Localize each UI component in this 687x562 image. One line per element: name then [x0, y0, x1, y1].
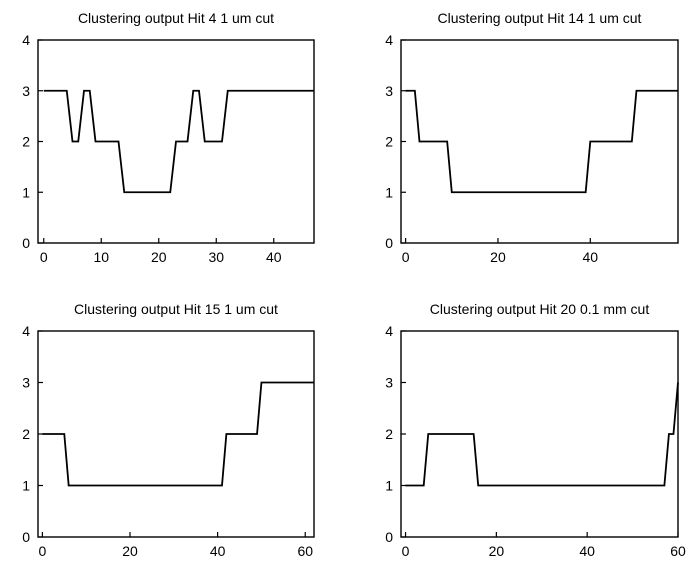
y-tick-label: 0	[22, 235, 30, 251]
x-tick-label: 40	[266, 249, 282, 265]
chart-title: Clustering output Hit 20 0.1 mm cut	[430, 301, 650, 317]
y-tick-label: 1	[22, 478, 30, 494]
y-tick-label: 4	[22, 323, 30, 339]
chart-panel-4: Clustering output Hit 20 0.1 mm cut 0 1 2 3 4…	[385, 301, 686, 559]
series-line-1	[43, 89, 314, 194]
y-tick-label: 3	[385, 375, 393, 391]
x-tick-label: 40	[579, 543, 595, 559]
chart-title: Clustering output Hit 15 1 um cut	[74, 301, 278, 317]
plot-frame	[37, 330, 315, 538]
y-tick-label: 0	[385, 529, 393, 545]
y-tick-label: 3	[22, 375, 30, 391]
y-tick-label: 1	[22, 184, 30, 200]
x-tick-label: 20	[122, 543, 138, 559]
y-tick-label: 0	[22, 529, 30, 545]
x-tick-label: 20	[151, 249, 167, 265]
y-tick-label: 2	[22, 426, 30, 442]
series-line-1	[405, 89, 678, 194]
x-tick-label: 20	[489, 543, 505, 559]
x-tick-label: 0	[402, 543, 410, 559]
series-line-1	[42, 381, 314, 487]
x-tick-label: 0	[38, 543, 46, 559]
y-tick-label: 4	[385, 323, 393, 339]
x-tick-label: 0	[40, 249, 48, 265]
x-tick-label: 20	[490, 249, 506, 265]
y-tick-label: 1	[385, 478, 393, 494]
y-tick-label: 4	[22, 32, 30, 48]
y-tick-label: 2	[385, 134, 393, 150]
chart-title: Clustering output Hit 14 1 um cut	[438, 10, 642, 26]
x-tick-label: 10	[93, 249, 109, 265]
y-tick-label: 2	[22, 134, 30, 150]
chart-title: Clustering output Hit 4 1 um cut	[78, 10, 274, 26]
x-tick-label: 60	[297, 543, 313, 559]
x-tick-label: 40	[582, 249, 598, 265]
y-tick-label: 2	[385, 426, 393, 442]
y-tick-label: 1	[385, 184, 393, 200]
y-tick-label: 0	[385, 235, 393, 251]
x-tick-label: 40	[210, 543, 226, 559]
x-tick-label: 0	[402, 249, 410, 265]
x-tick-label: 60	[670, 543, 686, 559]
y-tick-label: 4	[385, 32, 393, 48]
y-tick-label: 3	[385, 83, 393, 99]
x-tick-label: 30	[208, 249, 224, 265]
series-line-1	[405, 382, 679, 487]
y-tick-label: 3	[22, 83, 30, 99]
